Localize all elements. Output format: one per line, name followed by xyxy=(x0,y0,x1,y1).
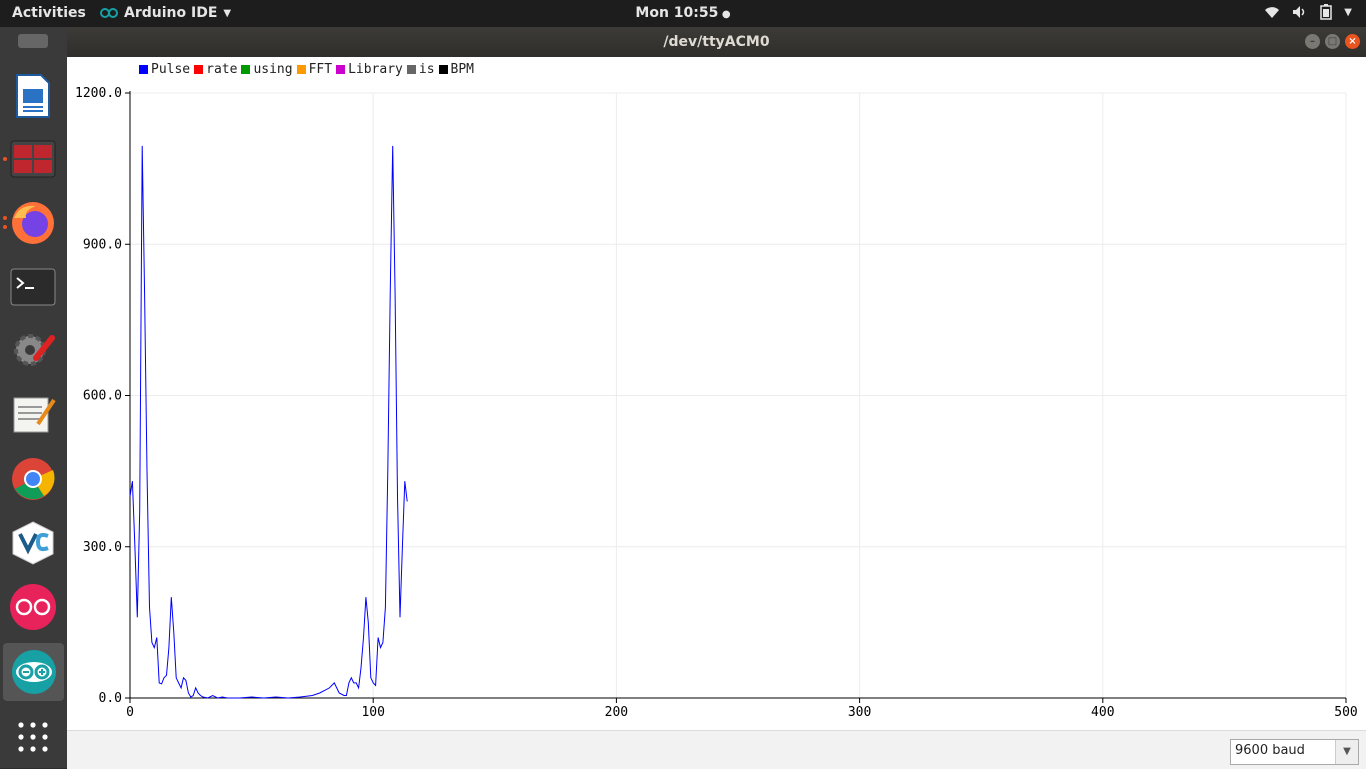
legend-swatch xyxy=(139,65,148,74)
chevron-down-icon: ▼ xyxy=(223,7,232,19)
top-bar: Activities Arduino IDE ▼ Mon 10:55 ● ▼ xyxy=(0,0,1366,27)
system-settings-icon[interactable] xyxy=(9,327,57,375)
dock xyxy=(0,27,67,768)
terminal-icon[interactable] xyxy=(9,263,57,311)
minimize-icon[interactable]: – xyxy=(1305,34,1320,49)
legend-swatch xyxy=(241,65,251,74)
close-icon[interactable]: × xyxy=(1345,34,1360,49)
x-tick-label: 200 xyxy=(605,705,628,720)
dock-scroll-up-icon[interactable] xyxy=(9,29,57,53)
bottom-bar: 9600 baud ▼ xyxy=(67,730,1366,769)
arduino-icon[interactable] xyxy=(3,643,64,701)
dropdown-arrow-icon[interactable]: ▼ xyxy=(1335,740,1358,764)
wifi-icon[interactable] xyxy=(1264,5,1280,19)
x-tick-label: 500 xyxy=(1334,705,1357,720)
legend-label: using xyxy=(253,62,293,77)
show-applications-icon[interactable] xyxy=(9,713,57,761)
y-tick-label: 0.0 xyxy=(99,691,122,706)
text-editor-icon[interactable] xyxy=(9,391,57,439)
notification-dot-icon: ● xyxy=(718,9,731,20)
plot-area: Pulse rate using FFT Library is BPM 0 100 200 300… xyxy=(67,57,1366,730)
legend-item: FFT xyxy=(296,62,333,77)
legend-item: Library xyxy=(336,62,403,77)
legend-label: BPM xyxy=(450,62,475,77)
legend-item: rate xyxy=(194,62,237,77)
veracrypt-icon[interactable] xyxy=(9,519,57,567)
window-title: /dev/ttyACM0 xyxy=(663,34,770,50)
x-tick-label: 300 xyxy=(848,705,871,720)
maximize-icon[interactable]: □ xyxy=(1325,34,1340,49)
legend-label: Library xyxy=(348,62,403,77)
x-tick-label: 0 xyxy=(126,705,134,720)
flickr-icon[interactable] xyxy=(9,583,57,631)
terminal-multiplexer-icon[interactable] xyxy=(9,135,57,183)
legend-label: FFT xyxy=(308,62,333,77)
legend-swatch xyxy=(336,65,346,74)
y-tick-label: 900.0 xyxy=(83,237,122,252)
app-name: Arduino IDE xyxy=(124,5,218,21)
legend-label: Pulse xyxy=(151,62,191,77)
legend-label: is xyxy=(418,62,435,77)
window-titlebar[interactable]: /dev/ttyACM0 – □ × xyxy=(67,27,1366,57)
series-line-pulse xyxy=(129,145,408,699)
x-tick-label: 100 xyxy=(361,705,384,720)
y-tick-label: 600.0 xyxy=(83,389,122,404)
system-menu-chevron-icon[interactable]: ▼ xyxy=(1344,6,1352,18)
activities-button[interactable]: Activities xyxy=(12,5,86,21)
legend-label: rate xyxy=(206,62,238,77)
baud-rate-select[interactable]: 9600 baud ▼ xyxy=(1230,739,1359,765)
chart-legend: Pulse rate using FFT Library is BPM xyxy=(139,62,478,77)
firefox-icon[interactable] xyxy=(9,199,57,247)
clock[interactable]: Mon 10:55 xyxy=(635,5,719,21)
x-tick-label: 400 xyxy=(1091,705,1114,720)
serial-plotter-window: /dev/ttyACM0 – □ × Pulse rate using FFT Libr… xyxy=(67,27,1366,769)
chrome-icon[interactable] xyxy=(9,455,57,503)
baud-rate-value: 9600 baud xyxy=(1235,743,1305,758)
battery-icon[interactable] xyxy=(1320,4,1333,20)
legend-swatch xyxy=(296,65,306,74)
volume-icon[interactable] xyxy=(1292,5,1308,19)
legend-swatch xyxy=(194,65,204,74)
legend-item: using xyxy=(241,62,293,77)
legend-item: is xyxy=(406,62,435,77)
y-tick-label: 300.0 xyxy=(83,540,122,555)
app-menu[interactable]: Arduino IDE ▼ xyxy=(100,5,231,21)
y-tick-label: 1200.0 xyxy=(75,86,122,101)
legend-swatch xyxy=(438,65,448,74)
legend-swatch xyxy=(406,65,416,74)
legend-item: BPM xyxy=(438,62,475,77)
line-chart: 0 100 200 300 400 500 0.0 300.0 600.0 900.0 1200.0 xyxy=(75,86,1358,720)
arduino-small-icon xyxy=(100,8,118,18)
legend-item: Pulse xyxy=(139,62,190,77)
libreoffice-writer-icon[interactable] xyxy=(9,72,57,120)
